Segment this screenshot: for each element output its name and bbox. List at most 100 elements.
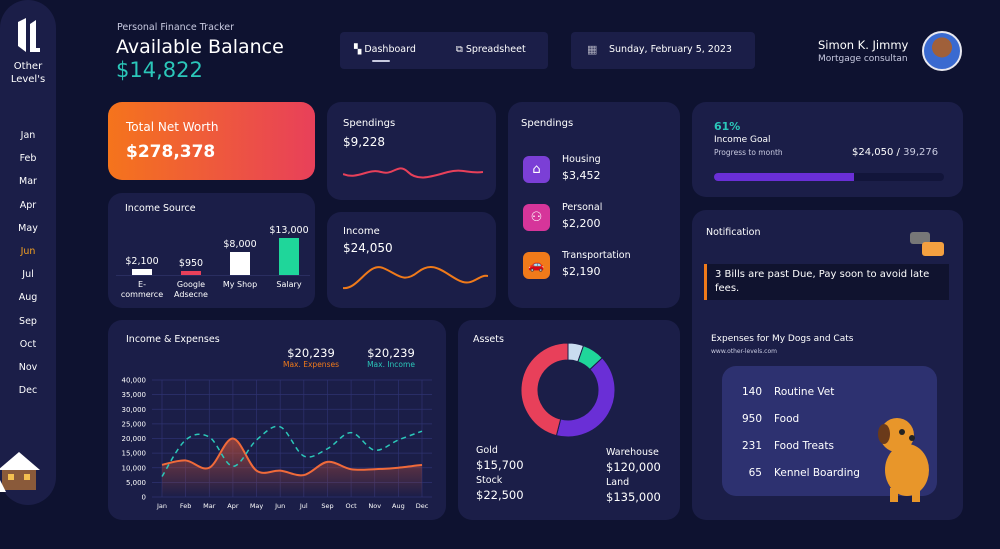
y-tick-label: 0 [142, 494, 146, 502]
x-tick-label: Mar [203, 502, 216, 510]
pet-expense-label: Kennel Boarding [774, 467, 860, 479]
user-role: Mortgage consultan [818, 54, 908, 64]
sidebar-month-feb[interactable]: Feb [19, 153, 37, 165]
copy-icon: ⧉ [456, 44, 463, 55]
income-source-chart: $2,100 E-commerce $950 Google Adsecne $8,000… [116, 223, 310, 299]
tab-dashboard[interactable]: ▚ Dashboard [354, 44, 416, 55]
tab-spreadsheet[interactable]: ⧉ Spreadsheet [456, 44, 526, 55]
spending-label: Personal [562, 202, 603, 213]
y-tick-label: 30,000 [122, 406, 147, 414]
sidebar-month-dec[interactable]: Dec [18, 385, 38, 397]
y-tick-label: 40,000 [122, 377, 147, 385]
sidebar-month-mar[interactable]: Mar [19, 176, 37, 188]
goal-subtitle: Progress to month [714, 148, 783, 157]
sidebar-month-apr[interactable]: Apr [19, 199, 37, 211]
spending-label: Transportation [562, 250, 631, 261]
sidebar-month-sep[interactable]: Sep [19, 315, 37, 327]
y-tick-label: 10,000 [122, 464, 147, 472]
notification-title: Notification [706, 227, 761, 238]
goal-progress-bar [714, 173, 944, 181]
income-expenses-card: Income & Expenses $20,239 Max. Expenses $… [108, 320, 446, 520]
x-tick-label: Dec [416, 502, 429, 510]
x-tick-label: Sep [321, 502, 333, 510]
assets-donut-chart [520, 342, 616, 438]
asset-value: $135,000 [606, 490, 661, 504]
income-source-bar [181, 271, 201, 275]
expenses-line [161, 437, 423, 477]
pet-expense-amount: 140 [741, 386, 762, 398]
income-source-card: Income Source $2,100 E-commerce $950 Google… [108, 193, 315, 308]
income-sparkline [343, 266, 488, 290]
dog-illustration [878, 418, 929, 502]
x-tick-label: Feb [180, 502, 192, 510]
income-expenses-chart: 0 5,000 10,000 15,000 20,000 25,000 30,000 35,0… [122, 377, 432, 510]
donut-slice-land [520, 342, 569, 437]
x-tick-label: Jul [299, 502, 308, 510]
calendar-icon: ▦ [587, 43, 598, 56]
income-source-bar [279, 238, 299, 275]
net-worth-label: Total Net Worth [126, 120, 219, 134]
bar-category-label: Google Adsecne [174, 280, 208, 299]
dashboard-icon: ▚ [354, 44, 362, 55]
sidebar-month-oct[interactable]: Oct [19, 338, 37, 350]
asset-label: Land [606, 477, 630, 488]
sidebar-month-jun[interactable]: Jun [20, 246, 36, 257]
goal-title: Income Goal [714, 135, 771, 145]
pet-expense-label: Food Treats [774, 440, 834, 452]
chat-bubbles-icon [910, 232, 944, 256]
assets-card: Assets Gold $15,700 Stock $22,500 Warehouse $… [458, 320, 680, 520]
donut-slice-warehouse [555, 357, 616, 438]
active-tab-indicator [372, 60, 390, 62]
x-tick-label: Jun [274, 502, 285, 510]
sidebar-month-nov[interactable]: Nov [18, 362, 38, 373]
house-illustration [0, 452, 40, 492]
income-label: Income [343, 226, 380, 237]
pets-title: Expenses for My Dogs and Cats [711, 334, 854, 344]
app-subtitle: Personal Finance Tracker [117, 22, 235, 33]
asset-label: Gold [476, 445, 498, 456]
goal-percent: 61% [714, 120, 741, 133]
avatar[interactable] [922, 31, 962, 71]
bar-value-label: $950 [178, 258, 204, 269]
card-title: Income & Expenses [126, 334, 220, 345]
spendings-list-card: Spendings ⌂ Housing $3,452 ⚇ Personal $2,200 🚗… [508, 102, 680, 308]
spendings-sparkline [343, 167, 483, 179]
x-tick-label: Nov [368, 502, 381, 510]
max-expenses: $20,239 Max. Expenses [282, 346, 339, 369]
asset-value: $22,500 [476, 488, 524, 502]
people-icon: ⚇ [523, 204, 550, 231]
pet-expense-amount: 950 [741, 413, 762, 425]
pet-expense-amount: 65 [748, 467, 762, 479]
sidebar: Other Level's Jan Feb Mar Apr May Jun Jul Aug Se… [0, 0, 56, 505]
sidebar-month-jan[interactable]: Jan [20, 130, 36, 141]
y-tick-label: 25,000 [122, 420, 147, 428]
net-worth-value: $278,378 [126, 142, 216, 162]
goal-amounts: $24,050 / 39,276 [852, 147, 939, 158]
income-line [161, 425, 423, 477]
net-worth-card: Total Net Worth $278,378 [108, 102, 315, 180]
y-tick-label: 35,000 [122, 391, 147, 399]
bar-category-label: My Shop [222, 280, 258, 289]
house-icon: ⌂ [523, 156, 550, 183]
spendings-value: $9,228 [343, 135, 385, 149]
spending-value: $2,190 [562, 265, 601, 278]
logo-text: Other Level's [10, 61, 46, 85]
bar-category-label: Salary [276, 280, 302, 289]
notification-message[interactable]: 3 Bills are past Due, Pay soon to avoid … [704, 264, 949, 300]
user-name: Simon K. Jimmy [818, 38, 909, 52]
sidebar-month-jul[interactable]: Jul [22, 269, 34, 281]
date-display[interactable]: ▦ Sunday, February 5, 2023 [571, 32, 755, 69]
asset-label: Stock [476, 475, 503, 486]
y-tick-label: 20,000 [122, 435, 147, 443]
asset-label: Warehouse [606, 447, 659, 458]
date-text: Sunday, February 5, 2023 [609, 44, 732, 55]
sidebar-month-aug[interactable]: Aug [18, 292, 38, 304]
notification-card: Notification 3 Bills are past Due, Pay s… [692, 210, 963, 520]
x-tick-label: Oct [345, 502, 357, 510]
sidebar-month-may[interactable]: May [18, 222, 38, 234]
spending-value: $3,452 [562, 169, 601, 182]
view-tabs: ▚ Dashboard ⧉ Spreadsheet [340, 32, 548, 69]
available-balance: $14,822 [116, 58, 203, 82]
x-tick-label: May [250, 502, 264, 510]
goal-progress-fill [714, 173, 855, 181]
